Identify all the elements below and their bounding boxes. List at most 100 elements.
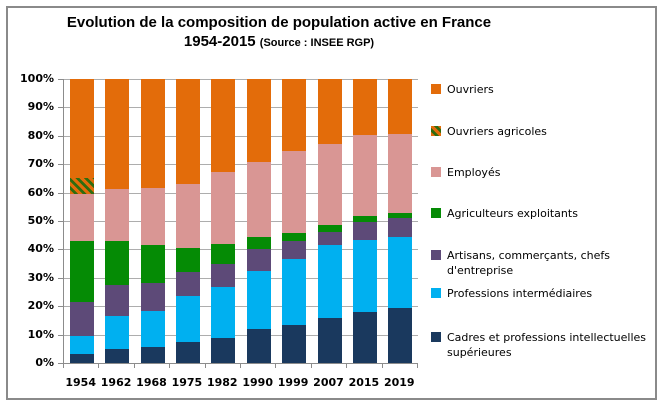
y-axis-label-40: 40%	[27, 242, 54, 256]
x-axis-label-1954: 1954	[65, 376, 96, 389]
bar-segment-1975-ouvriers	[175, 79, 200, 185]
legend-item-employ-s: Employés	[431, 165, 500, 180]
bar-segment-1999-employ-s	[282, 151, 307, 234]
bar-segment-1962-professions-interm-diaires	[105, 316, 130, 349]
bar-segment-1968-employ-s	[140, 188, 165, 246]
bar-segment-2015-cadres-et-professions-intellectuelles-sup-rieures	[352, 311, 377, 363]
y-axis-label-90: 90%	[27, 100, 54, 114]
x-axis-tick	[63, 364, 64, 368]
chart-subtitle-source: (Source : INSEE RGP)	[259, 37, 375, 49]
gridline-100	[64, 79, 418, 80]
bar-segment-1962-employ-s	[105, 189, 130, 241]
bar-segment-2015-employ-s	[352, 135, 377, 217]
gridline-90	[64, 107, 418, 109]
bar-segment-1954-artisans-commer-ants-chefs-d-entreprise	[69, 301, 94, 337]
x-axis-tick	[98, 364, 100, 368]
x-axis-tick	[346, 364, 348, 368]
x-axis-label-1962: 1962	[100, 376, 132, 389]
chart-title: Evolution de la composition de populatio…	[66, 14, 492, 31]
bar-segment-1954-cadres-et-professions-intellectuelles-sup-rieures	[69, 354, 94, 363]
bar-segment-1968-ouvriers	[140, 79, 165, 189]
legend-item-agriculteurs-exploitants: Agriculteurs exploitants	[431, 206, 578, 221]
legend-item-professions-interm-diaires: Professions intermédiaires	[431, 286, 592, 301]
bar-segment-1968-artisans-commer-ants-chefs-d-entreprise	[140, 282, 165, 312]
bar-segment-2019-cadres-et-professions-intellectuelles-sup-rieures	[388, 307, 413, 363]
y-axis-tick	[58, 334, 63, 336]
bar-segment-1999-cadres-et-professions-intellectuelles-sup-rieures	[282, 325, 307, 363]
bar-segment-1999-ouvriers	[282, 79, 307, 152]
x-axis-tick	[310, 364, 312, 368]
bar-segment-2019-agriculteurs-exploitants	[388, 213, 413, 219]
legend: Ouvriers Ouvriers agricoles Employés Agricu…	[423, 8, 653, 398]
bar-segment-1999-artisans-commer-ants-chefs-d-entreprise	[282, 240, 307, 260]
x-axis-label-2007: 2007	[313, 376, 344, 389]
bar-1954	[69, 79, 94, 363]
bar-segment-1982-artisans-commer-ants-chefs-d-entreprise	[211, 263, 236, 288]
x-axis-tick	[240, 364, 241, 368]
x-axis-tick	[381, 364, 383, 368]
bar-segment-2007-employ-s	[317, 144, 342, 226]
legend-label: Cadres et professions intellectuelles sup…	[447, 331, 647, 359]
y-axis-label-20: 20%	[27, 299, 54, 313]
legend-swatch-icon	[431, 250, 441, 260]
y-axis-tick	[58, 135, 63, 137]
gridline-60	[64, 192, 418, 194]
bar-segment-1968-agriculteurs-exploitants	[140, 245, 165, 283]
legend-swatch-icon	[431, 167, 441, 177]
bar-2015	[352, 79, 377, 363]
gridline-10	[64, 334, 418, 336]
legend-item-cadres-et-professions-intellectuelles-sup-rieures: Cadres et professions intellectuelles sup…	[431, 330, 646, 360]
gridline-20	[64, 306, 418, 308]
legend-swatch-icon	[431, 84, 441, 94]
x-axis-label-1999: 1999	[277, 376, 309, 389]
y-axis-label-70: 70%	[27, 157, 54, 171]
y-axis-label-80: 80%	[27, 128, 54, 142]
bar-segment-2015-professions-interm-diaires	[352, 240, 377, 312]
bar-segment-1975-cadres-et-professions-intellectuelles-sup-rieures	[175, 342, 200, 363]
x-axis-label-1968: 1968	[136, 376, 167, 389]
bar-segment-1962-agriculteurs-exploitants	[105, 240, 130, 285]
legend-label: Artisans, commerçants, chefs d'entreprise	[447, 249, 611, 277]
bar-segment-2007-ouvriers	[317, 79, 342, 145]
legend-swatch-icon	[431, 288, 441, 298]
y-axis-tick	[58, 363, 63, 364]
bar-1968	[140, 79, 165, 363]
bar-1962	[105, 79, 130, 363]
bar-1999	[282, 79, 307, 363]
legend-label: Agriculteurs exploitants	[447, 207, 578, 220]
bar-2019	[388, 79, 413, 363]
bar-1990	[246, 79, 271, 363]
bar-segment-1982-ouvriers	[211, 79, 236, 172]
bar-segment-2007-agriculteurs-exploitants	[317, 225, 342, 232]
bar-segment-1990-professions-interm-diaires	[246, 271, 271, 329]
legend-item-ouvriers-agricoles: Ouvriers agricoles	[431, 124, 547, 139]
bar-2007	[317, 79, 342, 363]
x-axis-label-1982: 1982	[206, 376, 238, 389]
bar-segment-1975-professions-interm-diaires	[175, 296, 200, 343]
bar-segment-2015-agriculteurs-exploitants	[352, 216, 377, 222]
y-axis-tick	[58, 79, 63, 80]
x-axis-tick	[169, 364, 171, 368]
x-axis-tick	[133, 364, 135, 368]
x-axis-labels: 1954 1962 1968 1975 1982 1990 1999 2007 2015 2019	[63, 376, 417, 392]
y-axis-tick	[58, 164, 63, 166]
legend-item-artisans-commer-ants-chefs-d-entreprise: Artisans, commerçants, chefs d'entreprise	[431, 248, 610, 278]
legend-swatch-icon	[431, 332, 441, 342]
bar-segment-1990-employ-s	[246, 162, 271, 237]
legend-swatch-icon	[431, 208, 441, 218]
y-axis-label-100: 100%	[20, 72, 54, 85]
y-axis-label-50: 50%	[27, 214, 54, 227]
y-axis-tick	[58, 249, 63, 251]
x-axis-label-1975: 1975	[171, 376, 203, 389]
y-axis-tick	[58, 107, 63, 109]
bar-segment-1999-professions-interm-diaires	[282, 259, 307, 326]
x-axis-tick	[204, 364, 206, 368]
x-axis-tick	[417, 364, 418, 368]
bar-segment-1954-ouvriers-agricoles	[69, 178, 94, 195]
y-axis-label-10: 10%	[27, 327, 54, 341]
bar-segment-2019-employ-s	[388, 134, 413, 214]
y-axis-label-0: 0%	[35, 356, 54, 369]
legend-label: Employés	[447, 166, 501, 179]
bar-segment-2019-professions-interm-diaires	[388, 237, 413, 308]
bar-segment-2007-professions-interm-diaires	[317, 245, 342, 318]
